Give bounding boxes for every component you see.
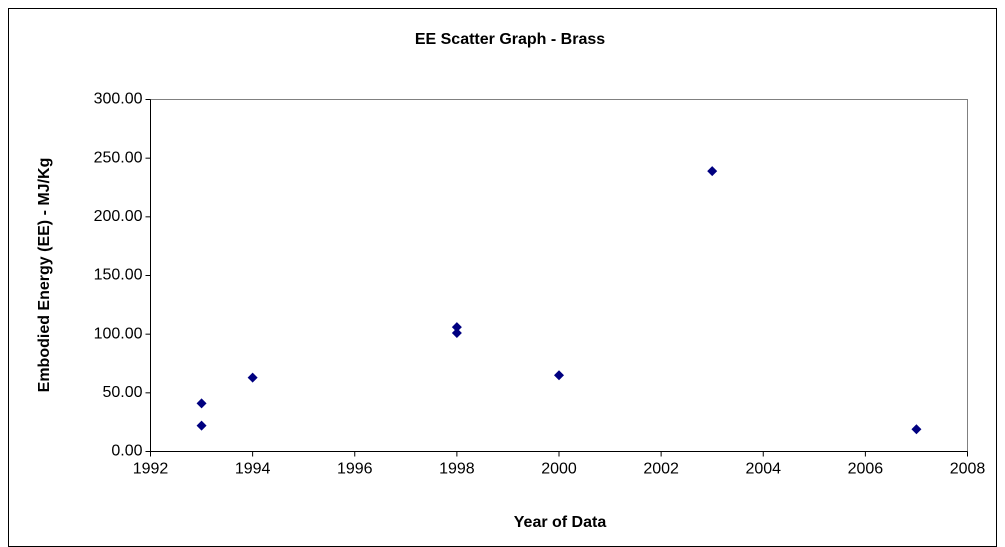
x-tick-label: 1998 xyxy=(439,461,475,478)
x-tick-label: 1992 xyxy=(133,461,169,478)
x-tick-label: 1994 xyxy=(235,461,271,478)
point xyxy=(196,398,207,409)
x-tick-label: 2006 xyxy=(848,461,884,478)
x-tick-label: 2004 xyxy=(745,461,781,478)
x-tick-label: 2000 xyxy=(541,461,577,478)
point xyxy=(247,372,258,383)
x-tick-label: 2008 xyxy=(950,461,986,478)
plot-area xyxy=(150,99,968,452)
point xyxy=(196,420,207,431)
y-tick-label: 150.00 xyxy=(94,267,143,284)
y-tick-label: 0.00 xyxy=(111,443,142,460)
chart-title: EE Scatter Graph - Brass xyxy=(415,31,605,48)
y-tick-label: 200.00 xyxy=(94,208,143,225)
x-axis-label: Year of Data xyxy=(514,514,607,531)
y-tick-label: 100.00 xyxy=(94,325,143,342)
point xyxy=(911,424,922,435)
y-tick-label: 300.00 xyxy=(94,91,143,108)
point xyxy=(451,327,462,338)
point xyxy=(554,370,564,381)
point xyxy=(707,166,718,177)
x-tick-label: 1996 xyxy=(337,461,373,478)
x-tick-label: 2002 xyxy=(643,461,679,478)
y-tick-label: 50.00 xyxy=(102,384,142,401)
point xyxy=(451,322,462,333)
y-axis-label: Embodied Energy (EE) - MJ/Kg xyxy=(36,158,53,393)
y-tick-label: 250.00 xyxy=(94,149,143,166)
